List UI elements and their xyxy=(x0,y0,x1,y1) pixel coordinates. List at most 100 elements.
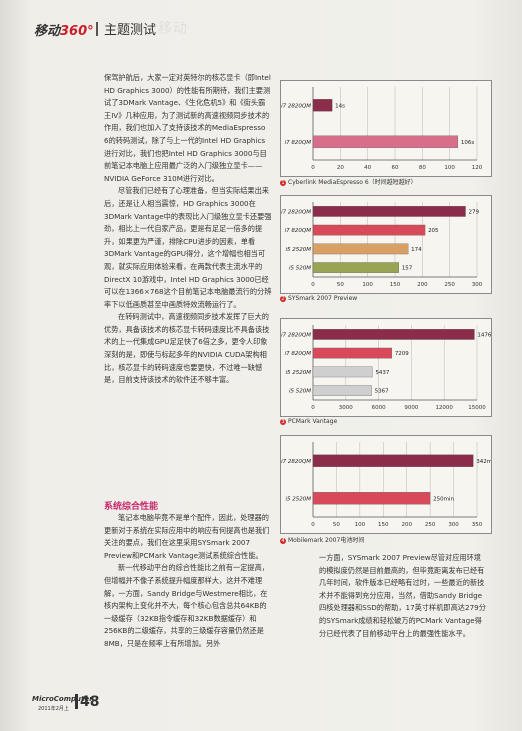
x-tick-label: 300 xyxy=(448,522,459,528)
paragraph-3: 在转码测试中，高速视频同步技术发挥了巨大的优势，具备该技术的核芯显卡转码速度比不… xyxy=(104,312,270,385)
bar xyxy=(312,206,466,217)
brand-text: 移动 xyxy=(34,24,61,39)
footer-divider xyxy=(75,694,78,709)
value-label: 14765 xyxy=(477,332,491,338)
x-tick-label: 100 xyxy=(362,282,373,288)
category-label: i5 520M xyxy=(289,266,311,272)
x-tick-label: 100 xyxy=(355,522,366,528)
caption-pcmark: 3 PCMark Vantage xyxy=(280,418,337,425)
header-watermark: 移动 xyxy=(158,21,188,37)
header-divider xyxy=(96,22,98,36)
footer-issue-date: 2011年2月上 xyxy=(38,706,69,712)
x-tick-label: 12000 xyxy=(435,405,453,411)
x-tick-label: 100 xyxy=(444,165,455,171)
x-tick-label: 0 xyxy=(311,282,315,288)
caption-sysmark: 2 SYSmark 2007 Preview xyxy=(280,295,357,302)
column-brand: 移动360° xyxy=(34,20,94,39)
x-tick-label: 150 xyxy=(390,282,401,288)
x-tick-label: 20 xyxy=(337,165,344,171)
x-tick-label: 6000 xyxy=(372,405,386,411)
chart-mobilemark: 0 50 100 150 200 250 300 350 i7 2820QM 342min i5 2… xyxy=(280,435,498,534)
footer-magazine-logo: MicroComputer xyxy=(32,695,93,703)
left-column-bottom: 笔记本电脑毕竟不是单个配件，因此，处理器的更新对于系统在实际应用中的响应有何提高… xyxy=(104,512,272,651)
category-label: i5 2520M xyxy=(285,247,311,253)
x-tick-label: 350 xyxy=(472,522,483,528)
bar xyxy=(312,347,392,359)
x-tick-label: 0 xyxy=(311,405,315,411)
brand-number: 360° xyxy=(60,24,94,39)
x-tick-label: 9000 xyxy=(404,405,418,411)
caption-mediaespresso: 1 Cyberlink MediaEspresso 6（时间越短越好） xyxy=(280,177,417,186)
bar xyxy=(312,492,431,505)
x-tick-label: 60 xyxy=(392,165,399,171)
caption-number-badge: 4 xyxy=(280,537,286,544)
value-label: 14s xyxy=(335,103,345,109)
left-column-top: 保驾护航后，大家一定对英特尔的核芯显卡（即Intel HD Graphics 3… xyxy=(104,72,272,387)
value-label: 106s xyxy=(461,140,474,146)
category-label: i7 820QM xyxy=(285,140,312,146)
x-tick-label: 250 xyxy=(425,522,436,528)
category-label: i5 2520M xyxy=(285,370,311,376)
paragraph-1: 保驾护航后，大家一定对英特尔的核芯显卡（即Intel HD Graphics 3… xyxy=(104,73,271,183)
value-label: 205 xyxy=(428,228,439,234)
category-label: i7 820QM xyxy=(285,351,312,357)
right-column-bottom: 一方面，SYSmark 2007 Preview尽管对应用环境的模拟度仍然是目前… xyxy=(319,552,487,640)
bar xyxy=(312,385,372,396)
caption-text: SYSmark 2007 Preview xyxy=(288,295,358,302)
x-tick-label: 120 xyxy=(472,165,483,171)
x-tick-label: 80 xyxy=(419,165,426,171)
value-label: 5437 xyxy=(375,370,389,376)
section-name: 主题测试 xyxy=(104,23,157,38)
value-label: 342min xyxy=(476,459,491,465)
chart-pcmark-svg: 0 3000 6000 9000 12000 15000 i7 2820QM 14765 i7 … xyxy=(281,325,495,411)
category-label: i7 2820QM xyxy=(281,209,311,215)
x-tick-label: 3000 xyxy=(339,405,353,411)
section-heading: 系统综合性能 xyxy=(104,502,159,512)
category-label: i7 2820QM xyxy=(281,459,311,465)
bar xyxy=(312,135,459,148)
paragraph-4: 笔记本电脑毕竟不是单个配件，因此，处理器的更新对于系统在实际应用中的响应有何提高… xyxy=(104,513,270,560)
category-label: i7 2820QM xyxy=(281,103,311,109)
chart-mobilemark-svg: 0 50 100 150 200 250 300 350 i7 2820QM 342min i5 2… xyxy=(281,442,498,528)
caption-text: PCMark Vantage xyxy=(288,418,338,425)
category-label: i7 2820QM xyxy=(281,332,311,338)
caption-text: Mobilemark 2007电池时间 xyxy=(288,537,365,544)
page-header: 移动360° 主题测试 移动 xyxy=(0,0,522,52)
bar xyxy=(312,224,426,236)
x-tick-label: 0 xyxy=(311,522,315,528)
value-label: 250min xyxy=(433,496,454,502)
bar xyxy=(312,99,333,112)
x-tick-label: 15000 xyxy=(468,405,486,411)
caption-number-badge: 2 xyxy=(280,295,286,302)
caption-text: Cyberlink MediaEspresso 6（时间越短越好） xyxy=(288,179,417,186)
value-label: 279 xyxy=(469,209,480,215)
bar xyxy=(312,366,373,378)
x-tick-label: 50 xyxy=(337,282,344,288)
bar xyxy=(312,329,475,340)
x-tick-label: 50 xyxy=(333,522,340,528)
category-label: i5 2520M xyxy=(285,496,311,502)
category-label: i5 520M xyxy=(289,389,311,395)
x-tick-label: 40 xyxy=(364,165,371,171)
chart-sysmark: 0 50 100 150 200 250 300 i7 2820QM 279 i7 820QM 20… xyxy=(280,195,492,294)
x-tick-label: 200 xyxy=(417,282,428,288)
chart-mediaespresso: 0 20 40 60 80 100 120 i7 2820QM 14s i7 820QM 106s xyxy=(280,80,492,177)
bar xyxy=(312,262,399,273)
x-tick-label: 0 xyxy=(311,165,315,171)
paragraph-5: 新一代移动平台的综合性能比之前有一定提高，但增幅并不像子系统提升幅度那样大，这并… xyxy=(104,563,269,648)
value-label: 157 xyxy=(402,266,413,272)
caption-mobilemark: 4 Mobilemark 2007电池时间 xyxy=(280,535,364,544)
value-label: 174 xyxy=(411,247,422,253)
bar xyxy=(312,243,409,255)
value-label: 5367 xyxy=(375,389,389,395)
category-label: i7 820QM xyxy=(285,228,312,234)
x-tick-label: 300 xyxy=(472,282,483,288)
chart-sysmark-svg: 0 50 100 150 200 250 300 i7 2820QM 279 i7 820QM 20… xyxy=(281,202,483,288)
value-label: 7209 xyxy=(395,351,409,357)
chart-pcmark: 0 3000 6000 9000 12000 15000 i7 2820QM 14765 i7 … xyxy=(280,318,495,417)
paragraph-2: 尽管我们已经有了心理准备，但当实际结果出来后，还是让人相当震惊，HD Graph… xyxy=(104,186,272,309)
caption-number-badge: 1 xyxy=(280,179,286,186)
x-tick-label: 200 xyxy=(401,522,412,528)
x-tick-label: 150 xyxy=(378,522,389,528)
